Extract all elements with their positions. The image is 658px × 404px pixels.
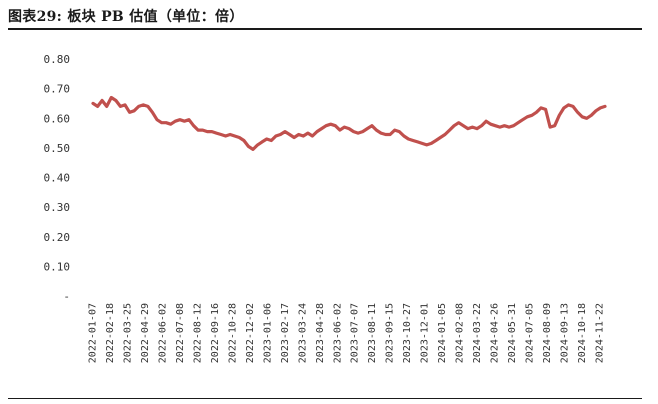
y-tick-label: 0.20 (44, 231, 71, 244)
bottom-rule (8, 398, 642, 399)
x-tick-label: 2022-06-02 (157, 303, 168, 363)
y-axis: - 0.10 0.20 0.30 0.40 0.50 0.60 0.70 0.80 (44, 53, 71, 303)
title-rule (8, 28, 642, 30)
x-tick-label: 2024-08-09 (542, 303, 553, 363)
x-tick-label: 2023-08-11 (367, 303, 378, 363)
x-tick-label: 2023-09-15 (385, 303, 396, 363)
y-tick-label: - (63, 290, 70, 303)
x-tick-label: 2024-02-08 (455, 303, 466, 363)
x-tick-label: 2022-02-18 (105, 303, 116, 363)
y-tick-label: 0.10 (44, 260, 71, 273)
y-tick-label: 0.60 (44, 112, 71, 125)
x-tick-label: 2023-01-06 (262, 303, 273, 363)
x-tick-label: 2022-03-25 (122, 303, 133, 363)
y-tick-label: 0.40 (44, 172, 71, 185)
pb-series-line (91, 95, 607, 151)
x-tick-label: 2024-03-22 (472, 303, 483, 363)
x-tick-label: 2022-09-16 (210, 303, 221, 363)
x-tick-label: 2023-04-28 (315, 303, 326, 363)
x-tick-label: 2024-11-22 (595, 303, 606, 363)
x-tick-label: 2022-12-02 (245, 303, 256, 363)
page-title: 图表29: 板块 PB 估值（单位：倍） (8, 9, 244, 25)
y-tick-label: 0.50 (44, 142, 71, 155)
y-tick-label: 0.70 (44, 83, 71, 96)
x-tick-label: 2023-12-01 (420, 303, 431, 363)
x-tick-label: 2024-07-05 (525, 303, 536, 363)
x-axis: 2022-01-07 2022-02-18 2022-03-25 2022-04-29… (88, 303, 606, 363)
x-tick-label: 2024-09-13 (560, 303, 571, 363)
x-tick-label: 2022-07-08 (175, 303, 186, 363)
y-tick-label: 0.30 (44, 201, 71, 214)
x-tick-label: 2022-04-29 (140, 303, 151, 363)
x-tick-label: 2022-08-12 (192, 303, 203, 363)
x-tick-label: 2023-07-07 (350, 303, 361, 363)
x-tick-label: 2022-10-28 (227, 303, 238, 363)
x-tick-label: 2023-03-24 (297, 303, 308, 363)
x-tick-label: 2024-05-31 (507, 303, 518, 363)
x-tick-label: 2024-04-26 (490, 303, 501, 363)
x-tick-label: 2023-02-17 (280, 303, 291, 363)
x-tick-label: 2022-01-07 (88, 303, 99, 363)
y-tick-label: 0.80 (44, 53, 71, 66)
x-tick-label: 2024-10-18 (577, 303, 588, 363)
x-tick-label: 2023-10-27 (402, 303, 413, 363)
x-tick-label: 2024-01-05 (437, 303, 448, 363)
x-tick-label: 2023-06-02 (332, 303, 343, 363)
